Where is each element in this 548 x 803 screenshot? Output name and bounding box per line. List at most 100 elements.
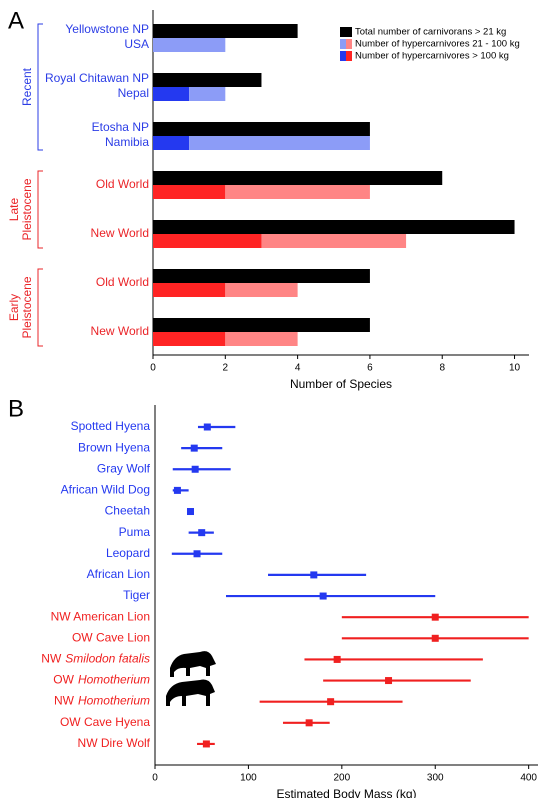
bar-medium (225, 283, 297, 297)
y-tick-label: USA (124, 37, 149, 51)
legend-swatch (346, 39, 352, 49)
group-label: Pleistocene (20, 276, 34, 338)
point (174, 487, 181, 494)
point (204, 424, 211, 431)
bar-large (153, 283, 225, 297)
y-tick-label: Namibia (105, 135, 149, 149)
label-italic: Homotherium (78, 673, 150, 687)
bar-medium (261, 234, 406, 248)
y-tick-label: Old World (96, 275, 149, 289)
x-tick-label: 300 (427, 773, 444, 784)
y-tick-label: OW Cave Hyena (60, 715, 150, 729)
x-axis-title: Estimated Body Mass (kg) (276, 787, 416, 798)
y-tick-label: OW Cave Lion (72, 630, 150, 644)
point (432, 614, 439, 621)
x-tick-label: 8 (439, 363, 445, 374)
x-tick-label: 4 (295, 363, 301, 374)
x-axis-title: Number of Species (290, 377, 392, 391)
point (310, 571, 317, 578)
point (306, 719, 313, 726)
y-tick-label: Yellowstone NP (65, 22, 149, 36)
y-tick-label: OW Homotherium (53, 673, 150, 687)
y-tick-label: African Wild Dog (61, 483, 150, 497)
bar-total (153, 73, 261, 87)
panel-letter: A (8, 7, 24, 34)
y-tick-label: Etosha NP (92, 120, 149, 134)
point (432, 635, 439, 642)
label-prefix: NW (41, 652, 62, 666)
bar-medium (189, 136, 370, 150)
label-prefix: NW (54, 694, 75, 708)
legend-swatch (346, 51, 352, 61)
bar-total (153, 171, 442, 185)
y-tick-label: NW American Lion (51, 609, 150, 623)
legend-swatch (340, 39, 346, 49)
x-tick-label: 100 (240, 773, 257, 784)
bar-large (153, 136, 189, 150)
label-italic: Homotherium (78, 694, 150, 708)
y-tick-label: Tiger (123, 588, 150, 602)
group-label: Pleistocene (20, 178, 34, 240)
y-tick-label: Royal Chitawan NP (45, 71, 149, 85)
y-tick-label: Gray Wolf (97, 461, 151, 475)
y-tick-label: New World (91, 226, 149, 240)
bar-medium (225, 332, 297, 346)
y-tick-label: Cheetah (105, 504, 150, 518)
bar-large (153, 234, 261, 248)
panel-letter: B (8, 395, 24, 422)
point (385, 677, 392, 684)
group-label: Late (7, 197, 21, 221)
y-tick-label: Puma (119, 525, 151, 539)
point (203, 740, 210, 747)
legend-swatch (340, 51, 346, 61)
x-tick-label: 6 (367, 363, 373, 374)
legend-label: Total number of carnivorans > 21 kg (355, 27, 506, 38)
group-bracket (38, 171, 43, 248)
y-tick-label: Leopard (106, 546, 150, 560)
legend-label: Number of hypercarnivores 21 - 100 kg (355, 39, 520, 50)
point (327, 698, 334, 705)
label-italic: Smilodon fatalis (65, 652, 150, 666)
point (198, 529, 205, 536)
point (194, 550, 201, 557)
group-bracket (38, 24, 43, 150)
point (187, 508, 194, 515)
smilodon-icon (170, 651, 216, 677)
y-tick-label: African Lion (87, 567, 150, 581)
x-tick-label: 2 (223, 363, 229, 374)
y-tick-label: Old World (96, 177, 149, 191)
group-label: Early (7, 294, 21, 321)
bar-large (153, 185, 225, 199)
y-tick-label: Spotted Hyena (71, 419, 151, 433)
bar-total (153, 318, 370, 332)
point (334, 656, 341, 663)
label-prefix: OW (53, 673, 74, 687)
y-tick-label: NW Dire Wolf (78, 736, 151, 750)
x-tick-label: 10 (509, 363, 521, 374)
y-tick-label: Brown Hyena (78, 440, 150, 454)
bar-medium (189, 87, 225, 101)
figure: A 0 2 4 6 8 10 Number of Species Yellowstone NPU… (0, 0, 548, 798)
group-bracket (38, 269, 43, 346)
bar-large (153, 87, 189, 101)
y-tick-label: New World (91, 324, 149, 338)
y-tick-label: Nepal (118, 86, 149, 100)
homotherium-icon (166, 680, 215, 706)
x-tick-label: 400 (520, 773, 537, 784)
bar-total (153, 220, 515, 234)
legend-label: Number of hypercarnivores > 100 kg (355, 51, 509, 62)
bar-medium (153, 38, 225, 52)
bar-total (153, 269, 370, 283)
bar-medium (225, 185, 370, 199)
point (192, 466, 199, 473)
x-tick-label: 200 (333, 773, 350, 784)
bar-large (153, 332, 225, 346)
bar-total (153, 24, 298, 38)
bar-total (153, 122, 370, 136)
group-label: Recent (20, 67, 34, 106)
point (320, 593, 327, 600)
point (191, 445, 198, 452)
x-tick-label: 0 (150, 363, 156, 374)
